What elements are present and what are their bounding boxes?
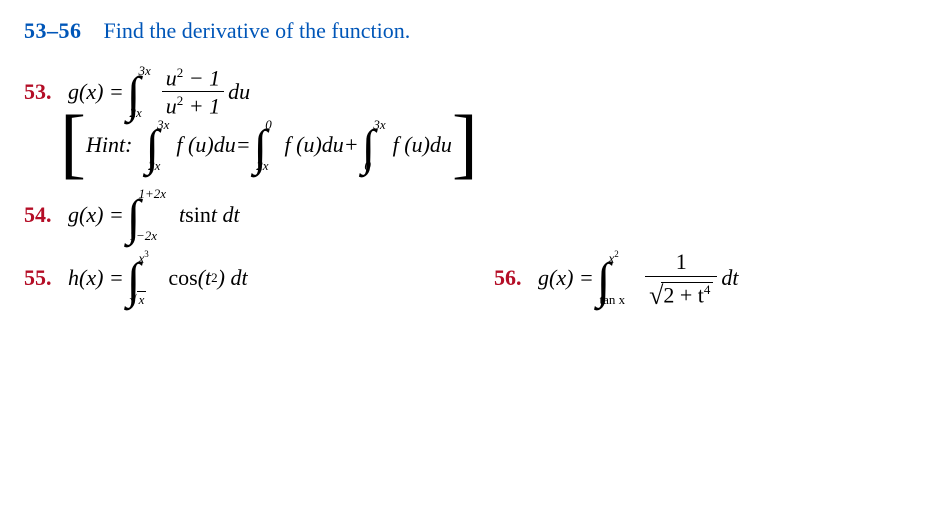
section-header: 53–56 Find the derivative of the functio…	[24, 18, 915, 44]
page: 53–56 Find the derivative of the functio…	[0, 0, 939, 306]
problem-54-expression: g(x) = ∫ 1+2x 1−2x t sin t dt	[68, 201, 240, 228]
integral-limits: 0 2x	[268, 132, 280, 159]
integral-limits: x2 tan x	[611, 264, 637, 293]
problem-number: 54.	[24, 202, 68, 228]
section-instruction: Find the derivative of the function.	[104, 18, 411, 43]
hint-body: Hint: ∫ 3x 2x f (u) du = ∫ 0 2x f (u) du…	[86, 132, 452, 159]
problem-range: 53–56	[24, 18, 82, 43]
fraction-denominator: √ 2 + t4	[645, 279, 717, 306]
problem-53-expression: g(x) = ∫ 3x 2x u2 − 1 u2 + 1 du	[68, 66, 250, 118]
problem-55: 55. h(x) = ∫ x3 √x cos(t2) dt	[24, 264, 494, 293]
fraction-numerator: u2 − 1	[162, 66, 224, 89]
problem-55-expression: h(x) = ∫ x3 √x cos(t2) dt	[68, 264, 248, 293]
problem-number: 55.	[24, 265, 68, 291]
sqrt-icon: √ 2 + t4	[649, 282, 713, 306]
problem-56: 56. g(x) = ∫ x2 tan x 1 √ 2	[494, 250, 915, 305]
lower-limit: 2x	[129, 106, 141, 120]
problem-53-hint: [ Hint: ∫ 3x 2x f (u) du = ∫ 0 2x f (u) …	[60, 132, 915, 159]
problem-54: 54. g(x) = ∫ 1+2x 1−2x t sin t dt	[24, 201, 915, 228]
integral-limits: 1+2x 1−2x	[141, 201, 169, 228]
fraction-bar	[162, 91, 224, 92]
integrand-fraction: 1 √ 2 + t4	[645, 250, 717, 305]
du-text: du	[228, 79, 250, 105]
hint-label: Hint:	[86, 132, 132, 158]
fraction-denominator: u2 + 1	[162, 94, 224, 117]
fraction-numerator: 1	[672, 250, 691, 273]
fraction-bar	[645, 276, 717, 277]
integral-limits: 3x 2x	[141, 78, 153, 105]
integral-limits: 3x 0	[376, 132, 388, 159]
integral-limits: 3x 2x	[160, 132, 172, 159]
integral-limits: x3 √x	[141, 264, 158, 293]
problem-number: 56.	[494, 265, 538, 291]
upper-limit: 3x	[138, 64, 150, 78]
problem-row-55-56: 55. h(x) = ∫ x3 √x cos(t2) dt 56. g(x) =…	[24, 250, 915, 305]
problem-56-expression: g(x) = ∫ x2 tan x 1 √ 2 + t4	[538, 250, 739, 305]
integrand-fraction: u2 − 1 u2 + 1	[162, 66, 224, 118]
